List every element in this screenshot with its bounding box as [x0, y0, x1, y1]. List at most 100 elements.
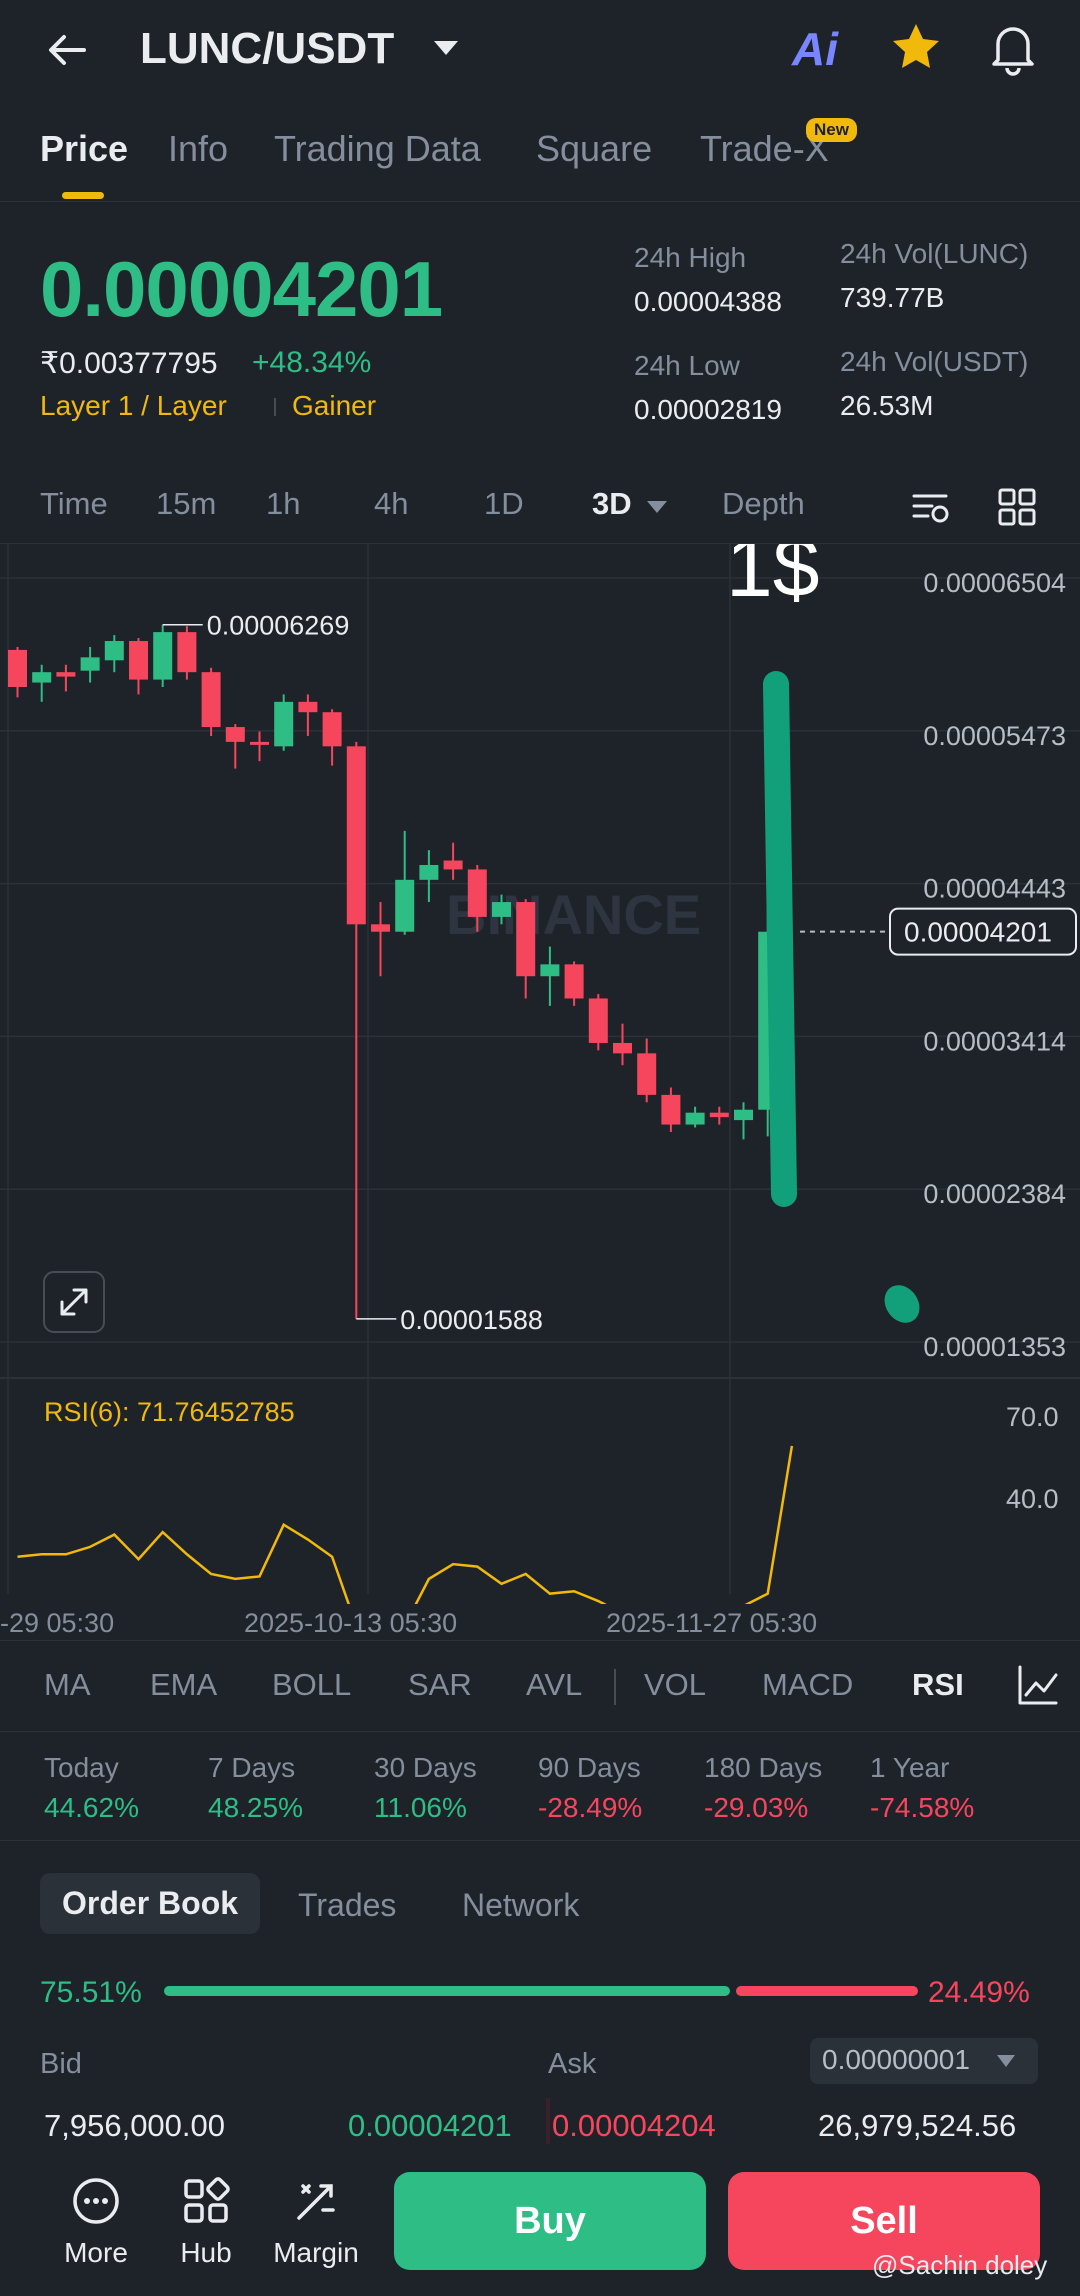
tag-gainer[interactable]: Gainer: [292, 390, 377, 421]
perf-value-2: 11.06%: [374, 1792, 467, 1823]
x-label-0: -29 05:30: [0, 1608, 115, 1638]
bid-ratio: 75.51%: [40, 1976, 142, 2009]
chart-settings-icon[interactable]: [908, 486, 952, 530]
tf-4h[interactable]: 4h: [374, 486, 409, 521]
candle-0: [8, 646, 27, 698]
tf-3d[interactable]: 3D: [592, 486, 632, 521]
candle-10: [250, 731, 269, 762]
min-price-label: 0.00001588: [400, 1305, 543, 1335]
candle-15: [371, 902, 390, 977]
perf-label-4: 180 Days: [704, 1752, 823, 1783]
layout-grid-icon[interactable]: [996, 486, 1040, 530]
precision-select[interactable]: 0.00000001: [810, 2038, 1038, 2084]
tab-square[interactable]: Square: [536, 128, 653, 169]
expand-icon: [60, 1288, 88, 1316]
candle-12: [298, 694, 318, 736]
tf-1d[interactable]: 1D: [484, 486, 524, 521]
margin-icon: [297, 2184, 335, 2220]
y-label-4: 0.00002384: [923, 1179, 1066, 1209]
candle-6: [153, 624, 173, 688]
ask-ratio: 24.49%: [928, 1976, 1030, 2009]
x-label-2: 2025-11-27 05:30: [606, 1608, 818, 1638]
tf-time[interactable]: Time: [40, 486, 108, 521]
bid-ratio-bar: [164, 1986, 730, 1996]
candle-7: [177, 626, 197, 680]
timeframe-bar: Time 15m 1h 4h 1D 3D Depth: [0, 470, 1080, 544]
tf-dropdown-icon[interactable]: [646, 500, 668, 514]
rsi-line: [17, 1445, 794, 1604]
last-price: 0.00004201: [40, 245, 443, 333]
ai-icon[interactable]: Ai: [792, 23, 838, 75]
candle-17: [419, 850, 439, 903]
ind-avl[interactable]: AVL: [526, 1667, 583, 1702]
bell-icon[interactable]: [984, 18, 1042, 76]
tab-trades[interactable]: Trades: [298, 1887, 397, 1923]
y-label-0: 0.00006504: [923, 568, 1066, 598]
ind-ema[interactable]: EMA: [150, 1667, 218, 1702]
current-price-box: [889, 907, 1077, 956]
ind-vol[interactable]: VOL: [644, 1667, 707, 1702]
chart-watermark: BINANCE: [446, 883, 701, 946]
margin-button[interactable]: Margin: [266, 2176, 366, 2269]
more-button[interactable]: More: [46, 2176, 146, 2269]
low-value: 0.00002819: [634, 394, 782, 425]
high-value: 0.00004388: [634, 286, 782, 317]
back-arrow-icon[interactable]: [40, 22, 96, 78]
candle-25: [613, 1023, 632, 1066]
pair-title[interactable]: LUNC/USDT: [140, 24, 395, 73]
candle-9: [225, 724, 245, 769]
candle-23: [564, 961, 584, 1006]
perf-label-3: 90 Days: [538, 1752, 641, 1783]
candle-2: [56, 664, 76, 692]
hub-icon: [184, 2177, 230, 2223]
more-label: More: [64, 2237, 128, 2268]
sell-button[interactable]: Sell: [728, 2172, 1040, 2270]
ind-sar[interactable]: SAR: [408, 1667, 472, 1702]
tab-network[interactable]: Network: [462, 1887, 580, 1923]
candle-27: [661, 1087, 681, 1132]
hub-label: Hub: [180, 2237, 232, 2268]
ask-ratio-bar: [736, 1986, 918, 1996]
perf-label-1: 7 Days: [208, 1752, 296, 1783]
candle-3: [80, 646, 100, 683]
tf-15m[interactable]: 15m: [156, 486, 217, 521]
chevron-down-icon[interactable]: [432, 38, 460, 58]
candle-1: [32, 664, 52, 702]
rsi-label: RSI(6): 71.76452785: [44, 1397, 295, 1427]
candle-28: [685, 1106, 705, 1128]
y-label-5: 0.00001353: [923, 1332, 1066, 1362]
inr-price: ₹0.00377795: [40, 347, 218, 380]
candle-4: [104, 635, 124, 673]
ind-divider: [614, 1669, 616, 1705]
perf-value-0: 44.62%: [44, 1792, 139, 1823]
tf-depth[interactable]: Depth: [722, 486, 805, 521]
indicator-chart-icon[interactable]: [1016, 1663, 1060, 1707]
margin-label: Margin: [273, 2237, 359, 2268]
ask-price[interactable]: 0.00004204: [552, 2108, 716, 2143]
candle-5: [129, 638, 148, 695]
more-icon: [73, 2178, 119, 2224]
perf-value-4: -29.03%: [704, 1792, 809, 1823]
ind-rsi[interactable]: RSI: [912, 1667, 964, 1702]
buy-button[interactable]: Buy: [394, 2172, 706, 2270]
tab-trading-data[interactable]: Trading Data: [274, 128, 481, 169]
candle-24: [588, 994, 608, 1051]
tab-info[interactable]: Info: [168, 128, 229, 169]
bid-price[interactable]: 0.00004201: [348, 2108, 512, 2143]
ind-ma[interactable]: MA: [44, 1667, 91, 1702]
candlestick-chart[interactable]: BINANCE 0.000065040.000054730.000044430.…: [0, 544, 1080, 1604]
tag-divider: [274, 398, 276, 416]
tag-layer[interactable]: Layer 1 / Layer: [40, 390, 227, 421]
rsi-level-70: 70.0: [1006, 1402, 1059, 1432]
high-label: 24h High: [634, 242, 747, 273]
tab-order-book[interactable]: Order Book: [40, 1873, 261, 1934]
tab-price[interactable]: Price: [40, 128, 129, 169]
rsi-level-40: 40.0: [1006, 1484, 1059, 1514]
tf-1h[interactable]: 1h: [266, 486, 301, 521]
hub-button[interactable]: Hub: [156, 2176, 256, 2269]
ind-macd[interactable]: MACD: [762, 1667, 854, 1702]
ind-boll[interactable]: BOLL: [272, 1667, 352, 1702]
perf-label-5: 1 Year: [870, 1752, 950, 1783]
star-icon[interactable]: [888, 20, 944, 76]
ask-qty: 26,979,524.56: [818, 2108, 1017, 2143]
